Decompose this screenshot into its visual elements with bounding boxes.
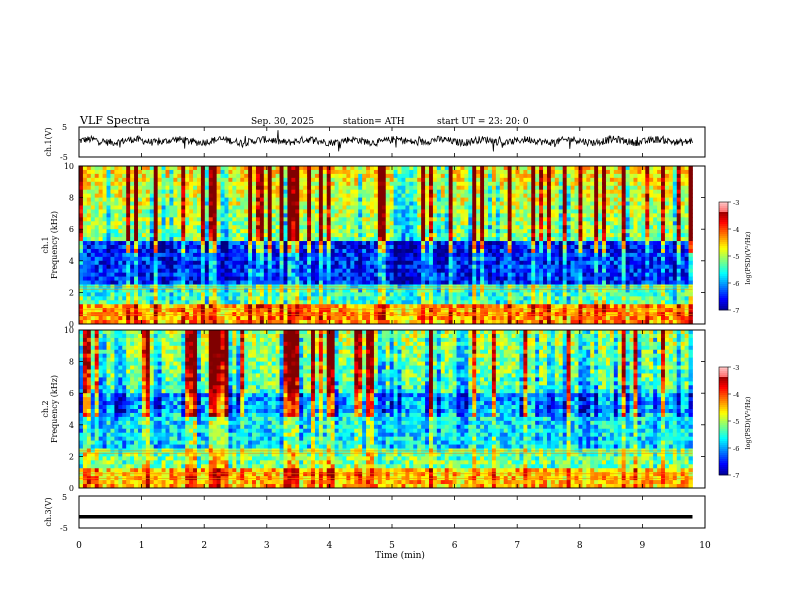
- colorbar-tick-label: -6: [733, 280, 739, 288]
- ch2-spectrogram-panel: 0 2 4 6 8 10 ch.2 Frequency (kHz): [41, 326, 706, 493]
- ch1-waveform-panel: 5 -5 ch.1(V): [44, 123, 706, 162]
- xtick-label: 0: [76, 541, 82, 551]
- ytick-label: 2: [69, 288, 74, 297]
- ch3-waveform-panel: 5 -5 ch.3(V): [44, 493, 706, 533]
- ch3-ytick-bottom: -5: [60, 524, 68, 533]
- xtick-label: 5: [389, 541, 395, 551]
- time-axis: 0 1 2 3 4 5 6 7 8 9 10: [76, 127, 711, 551]
- xaxis-label: Time (min): [375, 550, 425, 561]
- colorbar-tick-label: -7: [733, 307, 739, 315]
- ch1-ylabel: ch.1(V): [44, 127, 53, 156]
- ch1-waveform-line: [79, 130, 693, 152]
- colorbar-tick-label: -3: [733, 364, 739, 372]
- ytick-label: 10: [64, 162, 74, 171]
- ch2-colorbar: -3 -4 -5 -6 -7 log(PSD)(V²/Hz): [718, 364, 752, 480]
- colorbar-tick-label: -3: [733, 199, 739, 207]
- ch2-spectrogram-image: [79, 330, 705, 489]
- ch1-colorbar: -3 -4 -5 -6 -7 log(PSD)(V²/Hz): [718, 199, 752, 315]
- ytick-label: 2: [69, 452, 74, 461]
- station-label: station= ATH: [343, 117, 405, 127]
- colorbar-tick-label: -5: [733, 418, 739, 426]
- ch3-ylabel: ch.3(V): [44, 497, 53, 526]
- ch1-channel-label: ch.1: [41, 236, 50, 253]
- ytick-label: 0: [69, 320, 74, 329]
- ytick-label: 0: [69, 484, 74, 493]
- start-time-label: start UT = 23: 20: 0: [437, 117, 529, 127]
- ch1-ytick-top: 5: [62, 123, 67, 132]
- ch2-channel-label: ch.2: [41, 400, 50, 417]
- ytick-label: 6: [69, 225, 74, 234]
- ch1-ytick-bottom: -5: [60, 153, 68, 162]
- xtick-label: 9: [640, 541, 646, 551]
- colorbar-tick-label: -5: [733, 253, 739, 261]
- ch1-frequency-label: Frequency (kHz): [50, 211, 59, 279]
- chart-title: VLF Spectra: [79, 114, 150, 127]
- ytick-label: 8: [69, 194, 74, 203]
- ch2-frequency-label: Frequency (kHz): [50, 375, 59, 443]
- xtick-label: 10: [699, 541, 711, 551]
- ch1-spectrogram-panel: 0 2 4 6 8 10 ch.1 Frequency (kHz): [41, 162, 706, 329]
- ytick-label: 4: [69, 257, 74, 266]
- ch1-spectrogram-image: [79, 166, 705, 325]
- ch3-ytick-top: 5: [62, 493, 67, 502]
- xtick-label: 6: [452, 541, 458, 551]
- colorbar-tick-label: -7: [733, 472, 739, 480]
- ch1-colorbar-label: log(PSD)(V²/Hz): [744, 231, 752, 284]
- ytick-label: 10: [64, 326, 74, 335]
- xtick-label: 2: [201, 541, 207, 551]
- ytick-label: 6: [69, 389, 74, 398]
- colorbar-tick-label: -4: [733, 391, 739, 399]
- ch2-colorbar-label: log(PSD)(V²/Hz): [744, 396, 752, 449]
- xtick-label: 3: [264, 541, 270, 551]
- ytick-label: 4: [69, 421, 74, 430]
- date-label: Sep. 30, 2025: [251, 117, 314, 127]
- xtick-label: 7: [514, 541, 520, 551]
- xtick-label: 1: [139, 541, 145, 551]
- xtick-label: 4: [327, 541, 333, 551]
- xtick-label: 8: [577, 541, 583, 551]
- colorbar-tick-label: -4: [733, 226, 739, 234]
- colorbar-tick-label: -6: [733, 445, 739, 453]
- ytick-label: 8: [69, 358, 74, 367]
